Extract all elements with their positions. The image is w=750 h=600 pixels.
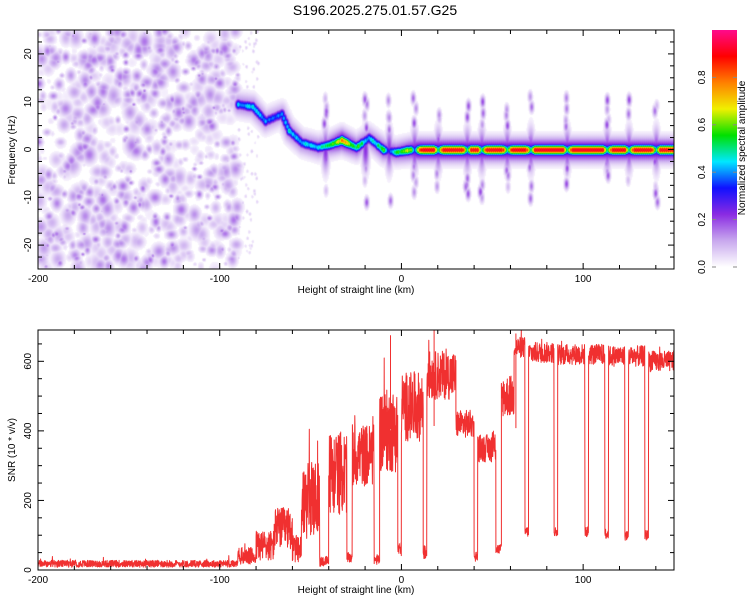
x-tick-label: 100 [575,274,592,285]
snr-panel: -200 -100 0 100 0 200 400 600 Height of straigh… [7,329,675,596]
colorbar: 0.0 0.2 0.4 0.6 0.8 Normalized spectral ampl… [697,30,748,274]
colorbar-tick-label: 0.2 [697,212,708,226]
spectrogram-ylabel: Frequency (Hz) [7,116,18,185]
colorbar-tick-label: 0.8 [697,70,708,84]
y-tick-label: -20 [23,237,34,252]
colorbar-tick-label: 0.4 [697,165,708,179]
y-tick-label: -10 [23,190,34,205]
y-tick-label: 20 [23,48,34,60]
x-tick-label: -100 [210,575,230,586]
x-tick-label: -100 [210,274,230,285]
colorbar-gradient [712,30,737,267]
y-tick-label: 0 [23,146,34,152]
x-tick-label: 100 [575,575,592,586]
figure-title: S196.2025.275.01.57.G25 [292,2,458,18]
snr-ylabel: SNR (10 * v/v) [7,418,18,482]
colorbar-ticks: 0.0 0.2 0.4 0.6 0.8 [697,70,737,274]
spectrogram-xlabel: Height of straight line (km) [298,285,415,296]
snr-frame [37,329,675,571]
spectrogram-image [38,30,674,269]
colorbar-tick-label: 0.0 [697,260,708,274]
y-tick-label: 0 [23,567,34,573]
colorbar-tick-label: 0.6 [697,117,708,131]
colorbar-label: Normalized spectral amplitude [737,80,748,215]
y-tick-label: 200 [23,492,34,509]
y-tick-label: 600 [23,353,34,370]
snr-xlabel: Height of straight line (km) [298,585,415,596]
x-tick-label: 0 [399,274,405,285]
y-tick-label: 10 [23,96,34,108]
snr-ticks: -200 -100 0 100 0 200 400 600 [23,330,674,586]
x-tick-label: -200 [28,575,48,586]
x-tick-label: -200 [28,274,48,285]
snr-line [37,329,675,568]
x-tick-label: 0 [399,575,405,586]
y-tick-label: 400 [23,422,34,439]
